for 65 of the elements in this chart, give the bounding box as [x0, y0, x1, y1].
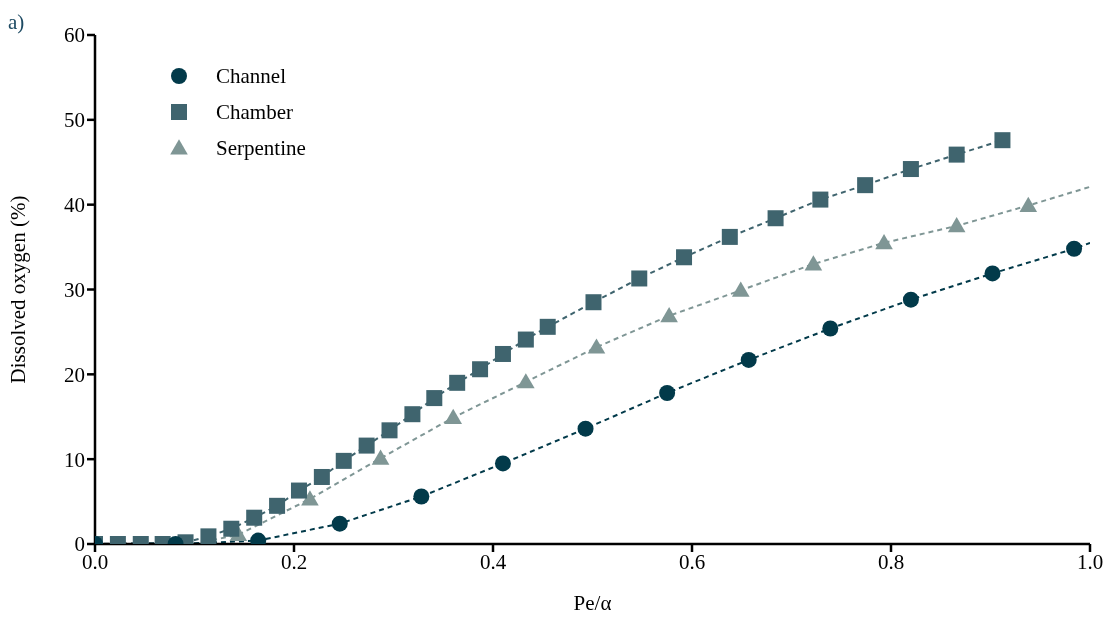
point [246, 509, 263, 526]
point [631, 270, 648, 287]
point [200, 528, 217, 544]
point [444, 408, 462, 424]
point [449, 374, 466, 391]
point [585, 294, 602, 311]
x-tick-label: 0.6 [678, 549, 706, 574]
point [494, 345, 511, 362]
point [301, 490, 319, 506]
point [948, 146, 965, 163]
y-tick-label: 10 [64, 447, 85, 472]
y-axis-title: Dissolved oxygen (%) [6, 195, 31, 384]
point [358, 437, 375, 454]
point [290, 482, 307, 499]
point [804, 255, 823, 271]
point [381, 422, 398, 439]
point [404, 406, 421, 423]
x-tick-label: 0.2 [280, 549, 308, 574]
point [721, 228, 738, 245]
point [1019, 196, 1038, 212]
x-axis-title: Pe/α [573, 591, 612, 615]
y-tick-label: 40 [64, 193, 85, 218]
point [371, 449, 390, 465]
point [223, 520, 240, 537]
point [984, 265, 1001, 282]
point [1066, 240, 1083, 257]
point [812, 191, 829, 208]
legend-label: Channel [216, 63, 286, 89]
x-tick-label: 1.0 [1076, 549, 1104, 574]
point [740, 351, 757, 368]
point [587, 338, 606, 354]
y-tick-label: 20 [64, 362, 85, 387]
point [875, 234, 893, 250]
point [539, 318, 556, 335]
point [413, 488, 430, 505]
y-tick-label: 0 [74, 532, 85, 557]
y-tick-label: 50 [64, 108, 85, 133]
point [822, 320, 839, 337]
point [731, 281, 750, 297]
x-tick-label: 0.4 [479, 549, 507, 574]
x-tick-label: 0.8 [877, 549, 905, 574]
point [517, 373, 535, 389]
point [335, 452, 352, 469]
point [426, 390, 443, 407]
point [902, 161, 919, 178]
point [517, 331, 534, 348]
text: a) [8, 10, 25, 35]
point [947, 217, 966, 233]
point [494, 455, 511, 472]
point [577, 420, 594, 437]
legend-label: Chamber [216, 99, 293, 125]
point [331, 515, 348, 532]
point [676, 249, 693, 266]
point [313, 468, 330, 485]
point [767, 210, 784, 227]
point [902, 291, 919, 308]
point [857, 177, 874, 194]
point [659, 385, 676, 401]
y-tick-label: 30 [64, 277, 85, 302]
point [472, 361, 489, 378]
point [660, 307, 678, 323]
point [269, 497, 286, 514]
point [994, 132, 1011, 149]
legend-label: Serpentine [216, 135, 306, 161]
y-tick-label: 60 [64, 23, 85, 48]
